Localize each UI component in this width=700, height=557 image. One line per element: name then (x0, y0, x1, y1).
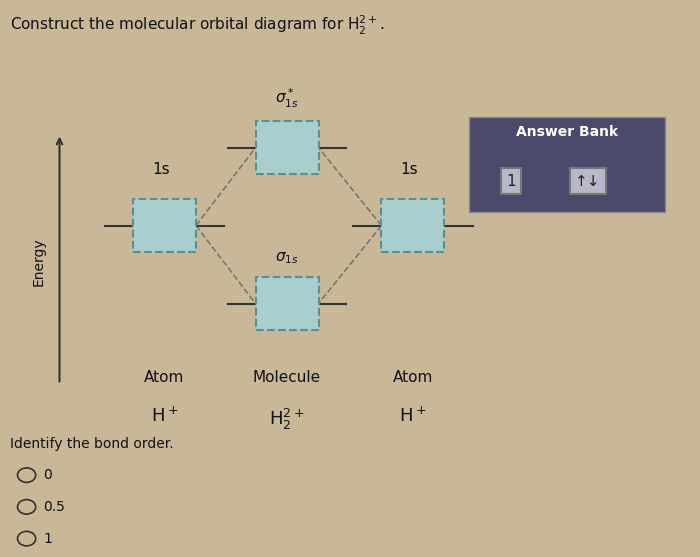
Text: Atom: Atom (393, 370, 433, 385)
FancyBboxPatch shape (256, 277, 318, 330)
Text: 0: 0 (43, 468, 52, 482)
Text: 0.5: 0.5 (43, 500, 65, 514)
FancyBboxPatch shape (469, 117, 665, 212)
FancyBboxPatch shape (382, 199, 444, 252)
FancyBboxPatch shape (133, 199, 196, 252)
Text: 1s: 1s (152, 162, 170, 177)
Text: 1: 1 (506, 174, 516, 188)
Text: Answer Bank: Answer Bank (516, 125, 618, 139)
Text: Energy: Energy (32, 237, 46, 286)
Text: $\sigma_{1s}$: $\sigma_{1s}$ (275, 250, 299, 266)
Text: $\mathrm{H^+}$: $\mathrm{H^+}$ (399, 407, 427, 426)
Text: $\sigma^*_{1s}$: $\sigma^*_{1s}$ (275, 87, 299, 110)
Text: Identify the bond order.: Identify the bond order. (10, 437, 174, 451)
FancyBboxPatch shape (256, 121, 318, 174)
Text: 1s: 1s (400, 162, 419, 177)
Text: Molecule: Molecule (253, 370, 321, 385)
Text: ↑↓: ↑↓ (575, 174, 601, 188)
Text: Construct the molecular orbital diagram for $\mathrm{H_2^{2+}}$.: Construct the molecular orbital diagram … (10, 14, 385, 37)
Text: $\mathrm{H^+}$: $\mathrm{H^+}$ (150, 407, 178, 426)
Text: 1: 1 (43, 531, 52, 546)
Text: Atom: Atom (144, 370, 185, 385)
Text: $\mathrm{H_2^{2+}}$: $\mathrm{H_2^{2+}}$ (270, 407, 304, 432)
